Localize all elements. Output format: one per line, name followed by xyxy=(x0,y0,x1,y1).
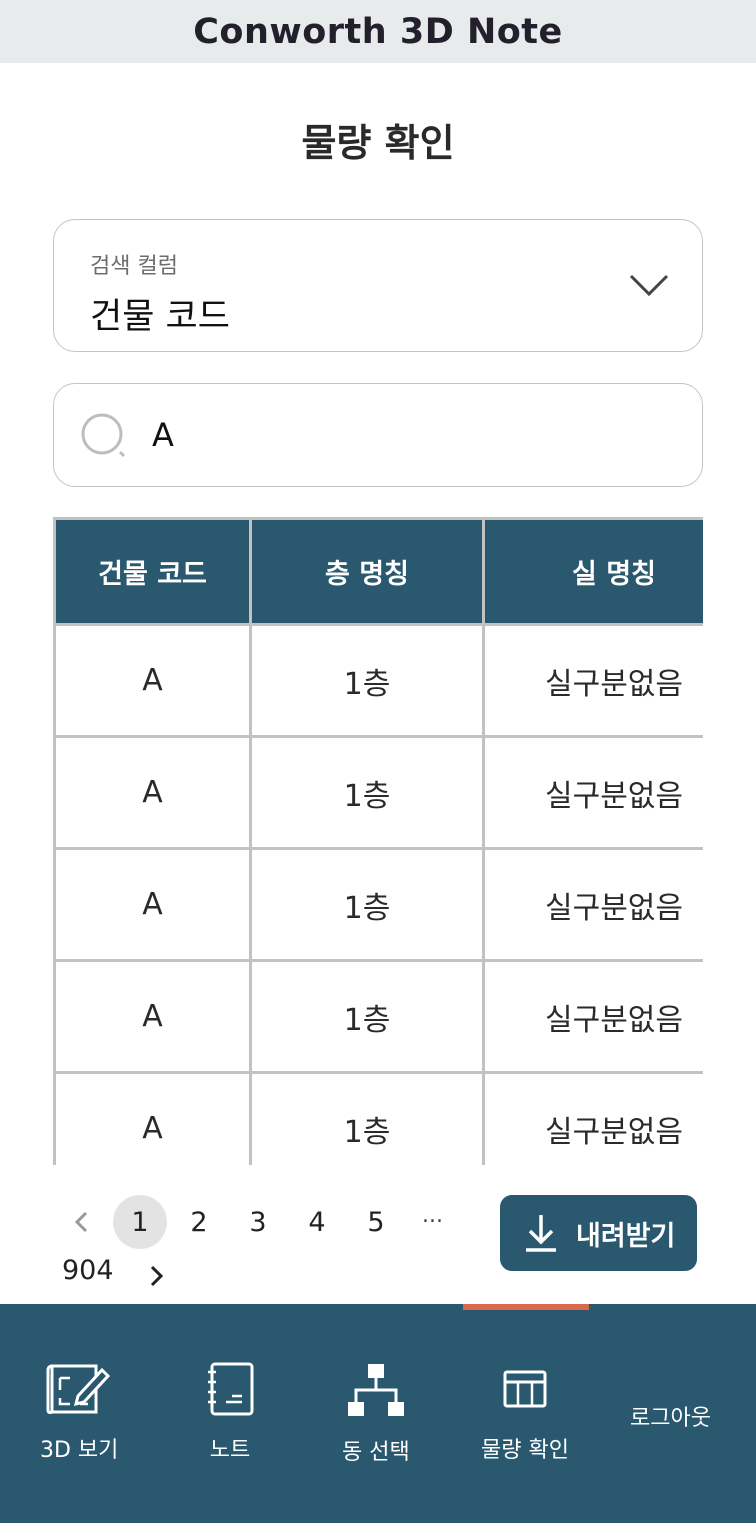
table-cell: 실구분없음 xyxy=(482,1071,703,1165)
search-column-label: 검색 컬럼 xyxy=(90,254,178,279)
download-label: 내려받기 xyxy=(576,1220,676,1252)
table-cell: A xyxy=(53,623,252,738)
nav-item-note[interactable]: 노트 xyxy=(200,1362,260,1464)
table-cell: A xyxy=(53,1071,252,1165)
chevron-left-icon[interactable] xyxy=(70,1209,94,1235)
app-title: Conworth 3D Note xyxy=(193,11,563,52)
table-cell: A xyxy=(53,735,252,850)
search-icon xyxy=(81,413,126,458)
nav-item-quantity[interactable]: 물량 확인 xyxy=(481,1362,569,1464)
column-header-room-name[interactable]: 실 명칭 xyxy=(482,517,703,626)
download-icon xyxy=(526,1215,556,1252)
table-cell: 1층 xyxy=(249,847,485,962)
search-input[interactable] xyxy=(152,406,672,464)
nav-item-building-select[interactable]: 동 선택 xyxy=(342,1362,410,1466)
page-button-2[interactable]: 2 xyxy=(190,1206,208,1238)
download-button[interactable]: 내려받기 xyxy=(500,1195,697,1271)
table-cell: 실구분없음 xyxy=(482,959,703,1074)
search-box xyxy=(53,383,703,487)
page-button-4[interactable]: 4 xyxy=(308,1206,326,1238)
column-header-floor-name[interactable]: 층 명칭 xyxy=(249,517,485,626)
table-row[interactable]: A 1층 실구분없음 xyxy=(53,959,703,1074)
pagination-ellipsis: ... xyxy=(422,1203,443,1228)
page-button-last[interactable]: 904 xyxy=(62,1255,114,1286)
page-button-1[interactable]: 1 xyxy=(113,1195,167,1249)
nav-label-building-select: 동 선택 xyxy=(342,1440,410,1465)
hierarchy-icon xyxy=(347,1364,404,1416)
table-cell: 1층 xyxy=(249,1071,485,1165)
search-column-select[interactable]: 검색 컬럼 건물 코드 xyxy=(53,219,703,352)
chevron-right-icon[interactable] xyxy=(144,1263,168,1289)
table-row[interactable]: A 1층 실구분없음 xyxy=(53,623,703,738)
table-header-row: 건물 코드 층 명칭 실 명칭 xyxy=(53,517,703,626)
active-tab-indicator xyxy=(463,1304,589,1310)
nav-label-3d-view: 3D 보기 xyxy=(40,1438,119,1463)
nav-label-quantity: 물량 확인 xyxy=(481,1438,569,1463)
nav-item-3d-view[interactable]: 3D 보기 xyxy=(40,1362,118,1464)
app-header: Conworth 3D Note xyxy=(0,0,756,63)
page-title: 물량 확인 xyxy=(301,121,455,165)
page-button-5[interactable]: 5 xyxy=(367,1206,385,1238)
nav-label-note: 노트 xyxy=(209,1438,251,1463)
chevron-down-icon xyxy=(629,274,669,297)
table-row[interactable]: A 1층 실구분없음 xyxy=(53,1071,703,1165)
notebook-icon xyxy=(208,1362,254,1416)
data-table: 건물 코드 층 명칭 실 명칭 A 1층 실구분없음 A 1층 실구분없음 A … xyxy=(53,517,703,1165)
logout-button[interactable]: 로그아웃 xyxy=(630,1406,711,1431)
table-cell: A xyxy=(53,959,252,1074)
blueprint-edit-icon xyxy=(46,1364,111,1414)
table-cell: A xyxy=(53,847,252,962)
table-row[interactable]: A 1층 실구분없음 xyxy=(53,735,703,850)
table-row[interactable]: A 1층 실구분없음 xyxy=(53,847,703,962)
table-cell: 실구분없음 xyxy=(482,847,703,962)
table-cell: 실구분없음 xyxy=(482,735,703,850)
data-table-container[interactable]: 건물 코드 층 명칭 실 명칭 A 1층 실구분없음 A 1층 실구분없음 A … xyxy=(53,517,703,1165)
table-cell: 1층 xyxy=(249,623,485,738)
table-cell: 1층 xyxy=(249,959,485,1074)
search-column-value: 건물 코드 xyxy=(90,297,230,337)
table-icon xyxy=(503,1370,547,1408)
table-cell: 실구분없음 xyxy=(482,623,703,738)
page-button-3[interactable]: 3 xyxy=(249,1206,267,1238)
table-cell: 1층 xyxy=(249,735,485,850)
pagination: 1 2 3 4 5 ... 904 xyxy=(62,1195,482,1295)
column-header-building-code[interactable]: 건물 코드 xyxy=(53,517,252,626)
bottom-nav: 3D 보기 노트 동 선택 물량 확인 로그아웃 xyxy=(0,1304,756,1523)
